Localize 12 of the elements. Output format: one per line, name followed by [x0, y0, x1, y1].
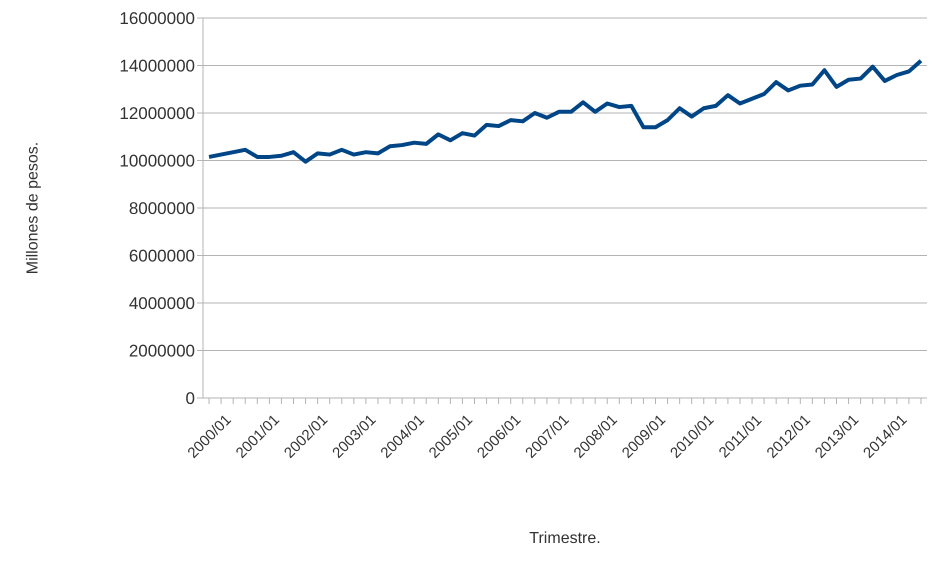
- line-series: [207, 58, 923, 164]
- y-tick-label: 12000000: [119, 104, 195, 124]
- y-axis-title: Millones de pesos.: [24, 142, 42, 274]
- y-tick-label: 2000000: [128, 342, 195, 361]
- y-tick-label: 4000000: [128, 294, 195, 314]
- y-tick-label: 6000000: [128, 246, 195, 266]
- y-tick-label: 16000000: [119, 9, 195, 28]
- y-tick-label: 14000000: [119, 56, 195, 76]
- y-tick-label: 8000000: [128, 199, 195, 218]
- y-tick-label: 10000000: [119, 152, 195, 171]
- y-tick-label: 0: [186, 389, 195, 408]
- x-axis-title: Trimestre.: [528, 530, 602, 548]
